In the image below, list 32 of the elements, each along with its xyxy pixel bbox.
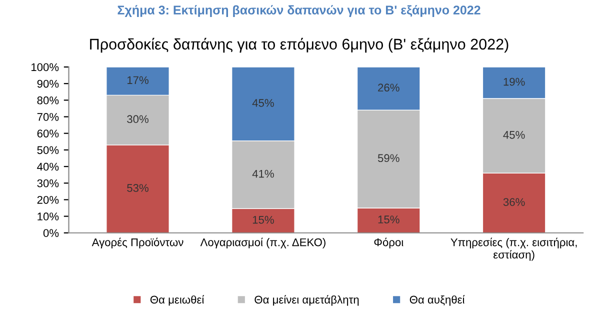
y-tick-label: 90% — [37, 80, 59, 88]
y-tick-label: 0% — [43, 229, 59, 238]
y-tick-label: 20% — [37, 196, 59, 204]
data-label: 59% — [378, 154, 400, 162]
data-label: 26% — [378, 84, 400, 92]
data-label: 15% — [252, 216, 274, 224]
legend-label: Θα μειωθεί — [150, 295, 204, 306]
data-label: 45% — [503, 130, 525, 139]
y-tick-label: 10% — [38, 212, 59, 220]
chart-subtitle: Προσδοκίες δαπάνης για το επόμενο 6μηνο (Β' εξάμηνο 2022) — [90, 38, 508, 53]
legend-label: Θα μείνει αμετάβλητη — [254, 295, 359, 306]
legend-label: Θα αυξηθεί — [410, 295, 465, 306]
data-label: 17% — [127, 76, 148, 84]
y-tick-label: 60% — [37, 130, 59, 138]
x-tick-label: Υπηρεσίες (π.χ. εισιτήρια, εστίαση) — [450, 238, 577, 261]
chart-title: Σχήμα 3: Εκτίμηση βασικών δαπανών για το Β' εξάμηνο 2022 — [118, 5, 480, 17]
y-tick-label: 70% — [37, 113, 59, 121]
y-tick-label: 50% — [37, 146, 59, 154]
y-tick-label: 40% — [37, 162, 59, 171]
x-tick-label: Αγορές Προϊόντων — [92, 238, 184, 248]
data-label: 45% — [252, 99, 274, 107]
x-tick-label: Φόροι — [374, 238, 404, 248]
data-label: 30% — [127, 115, 148, 124]
data-label: 36% — [503, 198, 525, 206]
x-tick-label: Λογαριασμοί (π.χ. ΔΕΚΟ) — [200, 238, 326, 248]
data-label: 15% — [378, 216, 400, 224]
data-label: 53% — [127, 184, 148, 192]
y-tick-label: 100% — [31, 63, 59, 72]
data-label: 41% — [252, 170, 274, 178]
y-tick-label: 30% — [37, 179, 59, 188]
y-tick-label: 80% — [37, 96, 59, 104]
data-label: 19% — [504, 78, 525, 86]
